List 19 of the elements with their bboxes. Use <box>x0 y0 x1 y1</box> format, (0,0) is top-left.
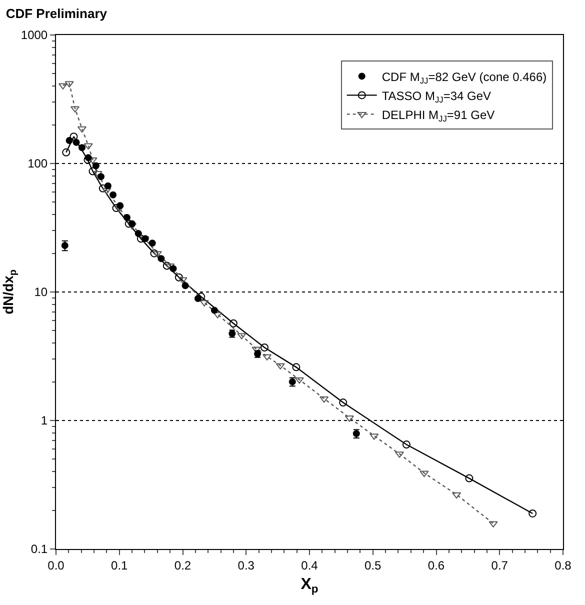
x-tick-label: 0.2 <box>174 558 192 572</box>
x-tick-label: 0.7 <box>491 558 508 572</box>
y-tick-label: 1 <box>40 414 48 428</box>
x-tick-label: 0.1 <box>111 558 128 572</box>
y-tick-label: 0.1 <box>30 542 48 556</box>
legend-label: DELPHI M$_{JJ}$=91 GeV <box>382 108 495 124</box>
chart-title: CDF Preliminary <box>6 6 108 22</box>
x-tick-label: 0.5 <box>364 558 382 572</box>
y-tick-label: 100 <box>28 156 48 171</box>
x-tick-label: 0.8 <box>554 558 572 572</box>
legend-label: TASSO M$_{JJ}$=34 GeV <box>382 88 492 104</box>
x-axis-title: X$_{p}$ <box>300 576 318 596</box>
x-tick-label: 0.0 <box>48 558 65 572</box>
y-tick-label: 10 <box>34 285 48 300</box>
y-tick-label: 1000 <box>20 28 48 42</box>
x-tick-label: 0.3 <box>238 558 255 572</box>
x-tick-label: 0.6 <box>428 558 445 572</box>
legend-label: CDF M$_{JJ}$=82 GeV (cone 0.466) <box>382 70 547 86</box>
x-tick-label: 0.4 <box>301 558 318 572</box>
